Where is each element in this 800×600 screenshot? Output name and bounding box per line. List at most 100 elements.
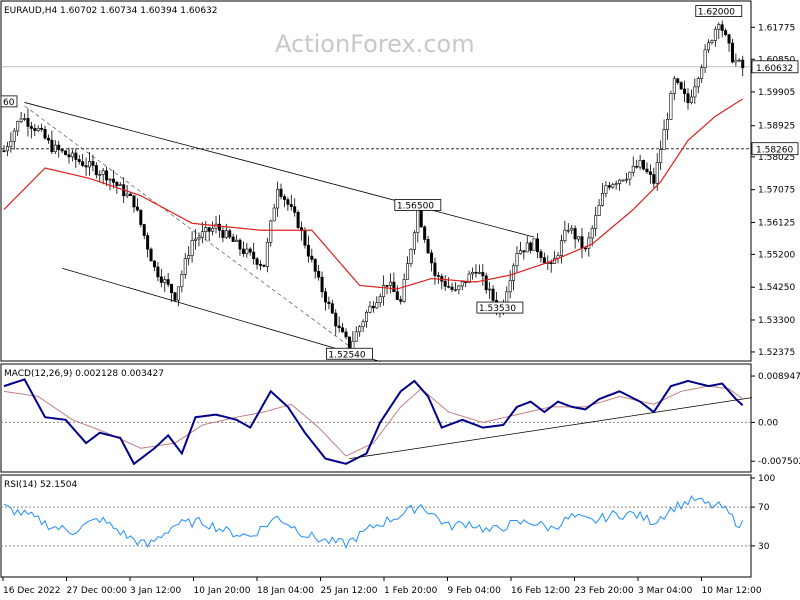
candle-body — [245, 248, 249, 255]
candle-body — [29, 126, 33, 129]
candle-body — [67, 154, 71, 158]
moving-average-line — [3, 98, 744, 290]
candle-body — [173, 292, 177, 301]
candle-body — [382, 285, 386, 297]
candle-body — [70, 152, 74, 158]
candle-body — [669, 93, 673, 120]
candle-body — [652, 174, 656, 184]
candle-body — [450, 286, 454, 290]
y-tick-label: 1.52375 — [758, 348, 795, 358]
candle-body — [522, 250, 526, 253]
candle-body — [170, 284, 174, 293]
y-tick-label: 1.59905 — [758, 88, 795, 98]
candle-body — [587, 237, 591, 249]
candle-body — [532, 238, 536, 251]
macd-layer — [1, 378, 753, 466]
rsi-header: RSI(14) 52.1504 — [4, 480, 77, 490]
current-price-text: 1.60632 — [756, 64, 793, 74]
price-label-box — [695, 5, 743, 17]
rsi-y-tick-label: 100 — [758, 474, 775, 484]
candle-body — [255, 258, 259, 265]
candle-body — [98, 174, 102, 176]
y-tick-label: 1.60850 — [758, 55, 795, 65]
candle-body — [310, 255, 314, 260]
candle-body — [655, 162, 659, 184]
channel-line — [62, 267, 381, 362]
candle-body — [317, 271, 321, 278]
candle-body — [689, 96, 693, 104]
candle-body — [607, 185, 611, 188]
y-tick-label: 1.56125 — [758, 218, 795, 228]
rsi-y-tick-label: 30 — [758, 542, 770, 552]
candle-body — [529, 242, 533, 251]
candle-body — [368, 305, 372, 313]
candle-body — [491, 288, 495, 301]
candle-body — [713, 28, 717, 42]
candle-body — [426, 239, 430, 254]
candle-body — [142, 224, 146, 236]
candle-body — [60, 149, 64, 152]
candle-body — [436, 275, 440, 277]
candle-body — [361, 321, 365, 328]
candle-body — [570, 228, 574, 231]
candle-body — [132, 195, 136, 208]
candle-body — [385, 285, 389, 287]
candle-body — [235, 239, 239, 242]
candle-body — [515, 253, 519, 267]
axis-layer: 1.61775 1.60850 1.59905 1.58925 1.58025 1.570… — [2, 23, 800, 596]
candle-body — [276, 188, 280, 209]
candle-body — [269, 220, 273, 243]
candle-body — [118, 184, 122, 186]
candle-body — [81, 161, 85, 166]
candle-body — [94, 165, 98, 176]
rsi-layer — [1, 494, 751, 549]
candle-body — [710, 40, 714, 44]
candle-body — [351, 340, 355, 350]
candle-body — [159, 276, 163, 283]
candle-body — [433, 262, 437, 276]
candle-body — [508, 280, 512, 293]
candle-body — [399, 299, 403, 302]
y-tick-label: 1.58925 — [758, 122, 795, 132]
price-label-box — [0, 95, 18, 108]
y-tick-label: 1.58025 — [758, 153, 795, 163]
candle-body — [409, 249, 413, 264]
candle-body — [163, 279, 167, 283]
candle-body — [423, 226, 427, 240]
candle-body — [566, 229, 570, 232]
candle-body — [676, 78, 680, 83]
candle-body — [453, 289, 457, 291]
candle-body — [306, 244, 310, 257]
price-label: 60 — [0, 95, 18, 108]
candle-body — [241, 248, 245, 255]
macd-signal-line — [3, 385, 744, 457]
candle-body — [628, 171, 632, 180]
price-label-text: 1.52540 — [328, 350, 365, 360]
price-label-box — [394, 199, 442, 211]
candle-body — [320, 276, 324, 293]
candle-body — [542, 257, 546, 264]
x-tick-label: 10 Mar 12:00 — [702, 586, 762, 596]
candle-body — [611, 184, 615, 188]
macd-line — [3, 378, 744, 466]
candle-body — [703, 49, 707, 68]
candle-body — [248, 248, 252, 253]
candle-body — [631, 165, 635, 173]
candle-body — [724, 30, 728, 35]
candle-body — [224, 230, 228, 238]
macd-y-tick-label: 0.008947 — [758, 372, 800, 382]
candle-body — [50, 139, 54, 152]
macd-trend-line — [349, 397, 753, 460]
candle-body — [648, 171, 652, 175]
candle-body — [686, 93, 690, 104]
candle-body — [152, 260, 156, 268]
candle-body — [707, 42, 711, 51]
candle-body — [429, 252, 433, 264]
candle-body — [286, 199, 290, 205]
candle-body — [693, 86, 697, 98]
candle-body — [231, 236, 235, 242]
candle-body — [638, 160, 642, 168]
candle-body — [207, 227, 211, 232]
candle-body — [416, 208, 420, 234]
candle-body — [221, 230, 225, 238]
